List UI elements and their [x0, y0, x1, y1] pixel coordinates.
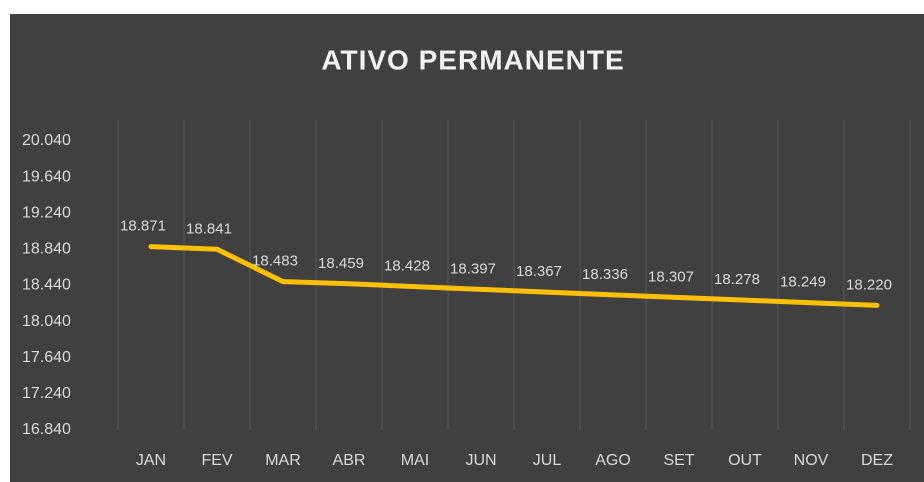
data-label: 18.397 — [450, 260, 496, 277]
x-tick-label: JUN — [465, 452, 496, 469]
data-label: 18.249 — [780, 274, 826, 291]
x-tick-label: SET — [663, 452, 694, 469]
x-tick-label: AGO — [595, 452, 631, 469]
line — [148, 244, 880, 308]
data-label: 18.459 — [318, 255, 364, 272]
data-label: 18.483 — [252, 253, 298, 270]
chart-background — [10, 14, 924, 482]
data-label: 18.841 — [186, 220, 232, 237]
data-label: 18.220 — [846, 276, 892, 293]
data-label: 18.367 — [516, 263, 562, 280]
y-tick-label: 18.040 — [22, 313, 71, 330]
x-tick-label: NOV — [794, 452, 829, 469]
data-label: 18.307 — [648, 268, 694, 285]
x-tick-label: OUT — [728, 452, 762, 469]
y-tick-label: 17.640 — [22, 349, 71, 366]
data-label: 18.871 — [120, 218, 166, 235]
data-label: 18.278 — [714, 271, 760, 288]
x-tick-label: ABR — [333, 452, 366, 469]
data-label: 18.428 — [384, 258, 430, 275]
y-tick-label: 18.440 — [22, 277, 71, 294]
x-tick-label: JAN — [136, 452, 166, 469]
y-tick-label: 16.840 — [22, 421, 71, 438]
y-tick-label: 17.240 — [22, 385, 71, 402]
data-label: 18.336 — [582, 266, 628, 283]
x-tick-label: MAR — [265, 452, 301, 469]
y-tick-label: 18.840 — [22, 241, 71, 258]
chart-title: ATIVO PERMANENTE — [321, 44, 624, 75]
x-tick-label: JUL — [533, 452, 562, 469]
x-tick-label: DEZ — [861, 452, 893, 469]
x-tick-label: MAI — [401, 452, 429, 469]
y-tick-label: 20.040 — [22, 132, 71, 149]
x-tick-label: FEV — [201, 452, 232, 469]
y-tick-label: 19.640 — [22, 168, 71, 185]
y-tick-label: 19.240 — [22, 204, 71, 221]
